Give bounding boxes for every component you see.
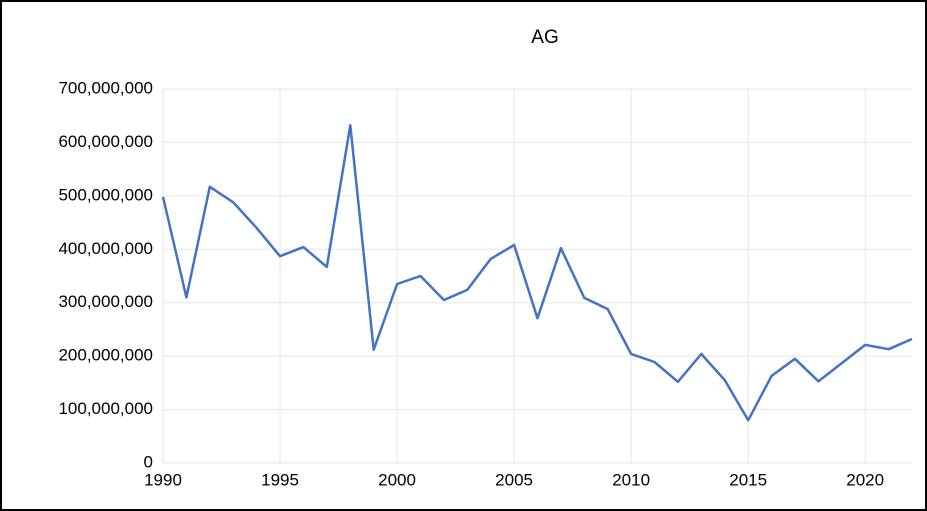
x-tick-label: 2010 [612,470,650,489]
y-tick-label: 200,000,000 [58,346,153,365]
y-tick-label: 300,000,000 [58,292,153,311]
y-tick-label: 500,000,000 [58,185,153,204]
y-tick-label: 0 [144,452,153,471]
x-tick-label: 2005 [495,470,533,489]
x-tick-label: 1995 [261,470,299,489]
data-line [161,124,913,422]
chart-title: AG [531,27,558,48]
y-tick-label: 600,000,000 [58,132,153,151]
y-tick-label: 400,000,000 [58,239,153,258]
x-tick-label: 2020 [846,470,884,489]
x-tick-label: 2000 [378,470,416,489]
x-tick-label: 2015 [729,470,767,489]
y-tick-label: 100,000,000 [58,399,153,418]
y-tick-label: 700,000,000 [58,78,153,97]
x-tick-label: 1990 [144,470,182,489]
